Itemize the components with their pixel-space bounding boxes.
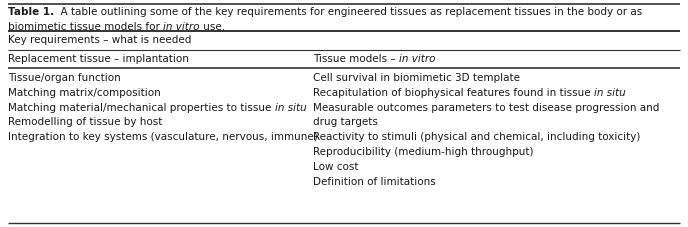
Text: Matching material/mechanical properties to tissue: Matching material/mechanical properties … bbox=[8, 103, 275, 113]
Text: Cell survival in biomimetic 3D template: Cell survival in biomimetic 3D template bbox=[313, 73, 520, 83]
Text: Definition of limitations: Definition of limitations bbox=[313, 177, 436, 187]
Text: Reactivity to stimuli (physical and chemical, including toxicity): Reactivity to stimuli (physical and chem… bbox=[313, 132, 641, 142]
Text: in situ: in situ bbox=[594, 88, 625, 98]
Text: Tissue/organ function: Tissue/organ function bbox=[8, 73, 121, 83]
Text: Low cost: Low cost bbox=[313, 162, 358, 172]
Text: Recapitulation of biophysical features found in tissue: Recapitulation of biophysical features f… bbox=[313, 88, 594, 98]
Text: Replacement tissue – implantation: Replacement tissue – implantation bbox=[8, 54, 189, 64]
Text: Reproducibility (medium-high throughput): Reproducibility (medium-high throughput) bbox=[313, 147, 533, 157]
Text: drug targets: drug targets bbox=[313, 117, 378, 127]
Text: Tissue models –: Tissue models – bbox=[313, 54, 399, 64]
Text: in situ: in situ bbox=[275, 103, 306, 113]
Text: Remodelling of tissue by host: Remodelling of tissue by host bbox=[8, 117, 162, 127]
Text: biomimetic tissue models for: biomimetic tissue models for bbox=[8, 22, 163, 32]
Text: Key requirements – what is needed: Key requirements – what is needed bbox=[8, 35, 191, 45]
Text: Table 1.: Table 1. bbox=[8, 7, 54, 17]
Text: Integration to key systems (vasculature, nervous, immune): Integration to key systems (vasculature,… bbox=[8, 132, 318, 142]
Text: Matching matrix/composition: Matching matrix/composition bbox=[8, 88, 161, 98]
Text: Measurable outcomes parameters to test disease progression and: Measurable outcomes parameters to test d… bbox=[313, 103, 659, 113]
Text: in vitro: in vitro bbox=[399, 54, 436, 64]
Text: in vitro: in vitro bbox=[163, 22, 200, 32]
Text: A table outlining some of the key requirements for engineered tissues as replace: A table outlining some of the key requir… bbox=[54, 7, 643, 17]
Text: use.: use. bbox=[200, 22, 225, 32]
